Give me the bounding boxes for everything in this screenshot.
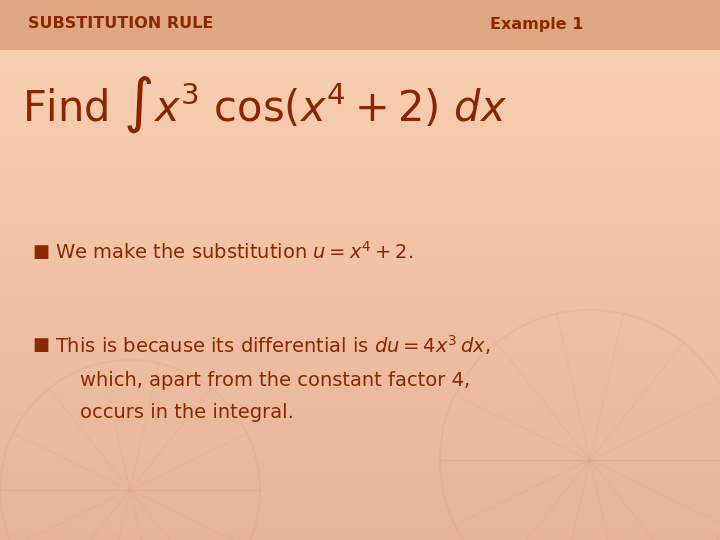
Bar <box>0 189 720 198</box>
Text: which, apart from the constant factor 4,: which, apart from the constant factor 4, <box>80 370 470 389</box>
Text: Example 1: Example 1 <box>490 17 583 31</box>
Bar <box>0 315 720 324</box>
Bar <box>0 306 720 315</box>
Bar <box>0 261 720 270</box>
Bar <box>0 423 720 432</box>
Bar <box>0 405 720 414</box>
Bar <box>0 459 720 468</box>
Bar <box>0 18 720 27</box>
Bar <box>0 126 720 135</box>
Bar <box>0 27 720 36</box>
Bar <box>0 144 720 153</box>
Bar <box>0 495 720 504</box>
Bar <box>0 0 720 9</box>
Text: occurs in the integral.: occurs in the integral. <box>80 403 294 422</box>
Bar <box>0 378 720 387</box>
Text: Find $\int x^3\ \cos(x^4+2)\ dx$: Find $\int x^3\ \cos(x^4+2)\ dx$ <box>22 75 507 136</box>
Bar <box>0 360 720 369</box>
Bar <box>0 108 720 117</box>
Bar <box>0 0 720 50</box>
Bar <box>0 216 720 225</box>
Text: ■: ■ <box>32 336 49 354</box>
Bar <box>0 441 720 450</box>
Bar <box>0 297 720 306</box>
Bar <box>0 54 720 63</box>
Bar <box>0 468 720 477</box>
Text: ■: ■ <box>32 243 49 261</box>
Bar <box>0 225 720 234</box>
Bar <box>0 396 720 405</box>
Bar <box>0 72 720 81</box>
Bar <box>0 369 720 378</box>
Bar <box>0 252 720 261</box>
Bar <box>0 333 720 342</box>
Bar <box>0 513 720 522</box>
Text: This is because its differential is $du = 4x^3\,dx,$: This is because its differential is $du … <box>55 333 490 357</box>
Bar <box>0 99 720 108</box>
Bar <box>0 171 720 180</box>
Bar <box>0 432 720 441</box>
Bar <box>0 63 720 72</box>
Bar <box>0 162 720 171</box>
Bar <box>0 324 720 333</box>
Bar <box>0 198 720 207</box>
Bar <box>0 477 720 486</box>
Bar <box>0 153 720 162</box>
Bar <box>0 522 720 531</box>
Bar <box>0 486 720 495</box>
Bar <box>0 279 720 288</box>
Bar <box>0 135 720 144</box>
Bar <box>0 342 720 351</box>
Bar <box>0 531 720 540</box>
Bar <box>0 9 720 18</box>
Bar <box>0 504 720 513</box>
Text: We make the substitution $u = x^4 + 2.$: We make the substitution $u = x^4 + 2.$ <box>55 241 413 263</box>
Bar <box>0 270 720 279</box>
Bar <box>0 36 720 45</box>
Bar <box>0 90 720 99</box>
Bar <box>0 414 720 423</box>
Bar <box>0 387 720 396</box>
Bar <box>0 45 720 54</box>
Bar <box>0 243 720 252</box>
Bar <box>0 288 720 297</box>
Bar <box>0 81 720 90</box>
Bar <box>0 450 720 459</box>
Bar <box>0 351 720 360</box>
Bar <box>0 207 720 216</box>
Bar <box>0 117 720 126</box>
Text: SUBSTITUTION RULE: SUBSTITUTION RULE <box>28 17 213 31</box>
Bar <box>0 180 720 189</box>
Bar <box>0 234 720 243</box>
